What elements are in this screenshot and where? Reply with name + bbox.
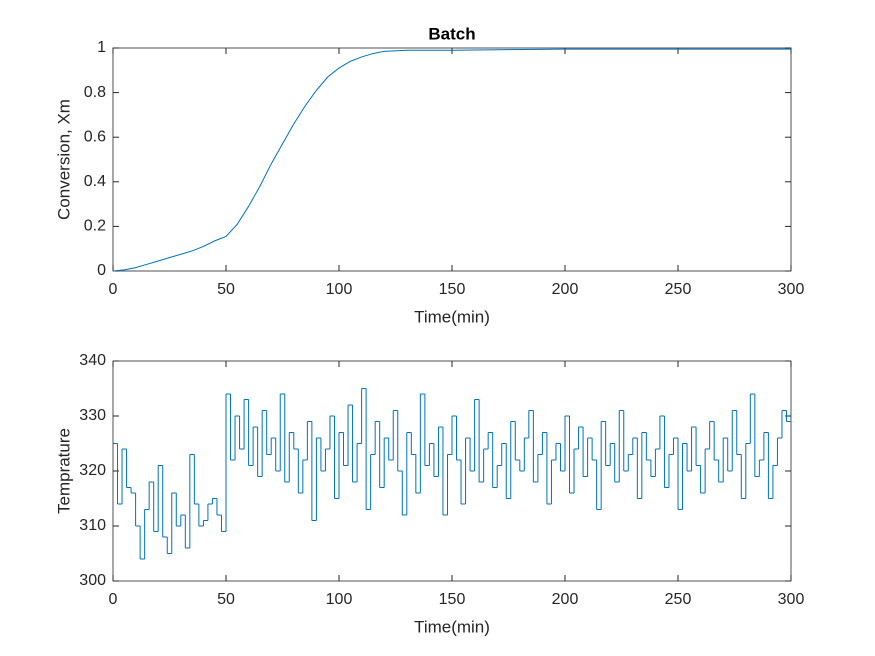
y-tick-label: 300 <box>79 572 106 589</box>
x-tick-label: 250 <box>665 281 692 298</box>
y-tick-label: 0.4 <box>84 173 106 190</box>
x-tick-label: 150 <box>439 281 466 298</box>
x-tick-label: 50 <box>217 281 235 298</box>
chart-title: Batch <box>428 24 475 43</box>
y-tick-label: 0 <box>97 262 106 279</box>
x-tick-label: 0 <box>109 591 118 608</box>
data-line <box>112 48 791 272</box>
x-axis-label: Time(min) <box>414 617 490 636</box>
x-tick-label: 300 <box>778 591 805 608</box>
y-axis-label: Temprature <box>54 428 73 514</box>
x-tick-label: 200 <box>552 591 579 608</box>
x-tick-label: 0 <box>109 281 118 298</box>
axes-box <box>112 47 792 272</box>
y-tick-label: 320 <box>79 462 106 479</box>
x-axis-label: Time(min) <box>414 307 490 326</box>
y-tick-label: 340 <box>79 352 106 369</box>
y-tick-label: 330 <box>79 407 106 424</box>
y-tick-label: 1 <box>97 39 106 56</box>
y-tick-label: 0.2 <box>84 218 106 235</box>
x-tick-label: 150 <box>439 591 466 608</box>
x-tick-label: 300 <box>778 281 805 298</box>
y-tick-label: 0.8 <box>84 84 106 101</box>
y-tick-label: 0.6 <box>84 128 106 145</box>
x-tick-label: 100 <box>326 591 353 608</box>
y-tick-label: 310 <box>79 517 106 534</box>
x-tick-label: 250 <box>665 591 692 608</box>
y-axis-label: Conversion, Xm <box>54 99 73 220</box>
x-tick-label: 100 <box>326 281 353 298</box>
x-tick-label: 50 <box>217 591 235 608</box>
x-tick-label: 200 <box>552 281 579 298</box>
